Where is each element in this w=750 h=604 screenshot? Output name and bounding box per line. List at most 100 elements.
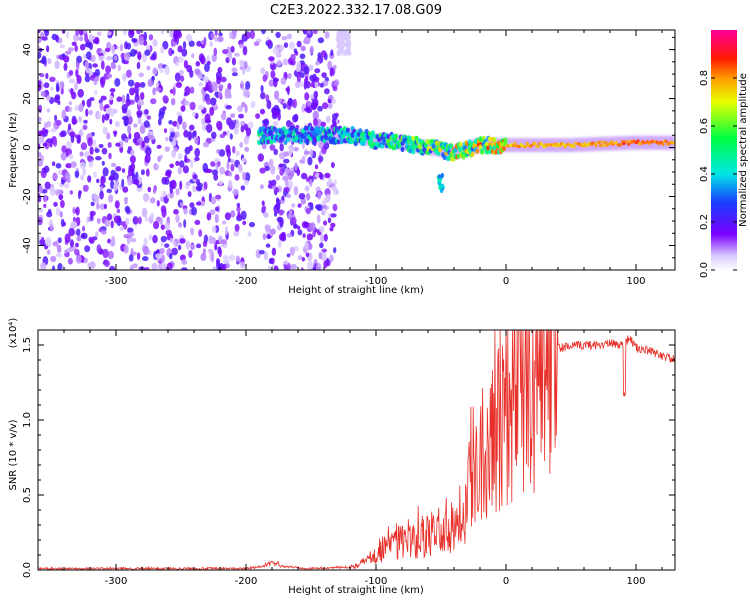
noise-speckle [169,252,173,260]
noise-speckle [272,120,279,127]
noise-speckle [217,91,223,99]
noise-speckle [233,230,240,237]
noise-speckle [52,265,56,270]
noise-speckle [234,52,240,57]
noise-speckle [40,262,47,270]
noise-speckle [317,37,325,44]
noise-speckle [264,224,271,231]
noise-speckle [324,88,330,95]
noise-speckle [94,68,101,77]
noise-speckle [200,253,207,261]
noise-speckle [232,188,239,196]
noise-speckle [240,185,246,191]
noise-speckle [117,64,122,72]
noise-speckle [314,164,319,170]
noise-speckle [333,190,337,196]
noise-speckle [134,82,141,88]
noise-speckle [82,30,87,35]
noise-speckle [59,80,63,90]
noise-speckle [236,206,241,212]
heatmap-noise [38,30,352,270]
noise-speckle [309,178,313,187]
noise-speckle [103,203,107,210]
noise-speckle [175,188,180,196]
noise-speckle [60,200,65,208]
noise-speckle [289,170,295,178]
noise-speckle [126,42,132,50]
noise-speckle [67,123,72,131]
noise-speckle [69,131,76,138]
ridge-mark [478,144,483,150]
noise-speckle [160,46,165,54]
noise-speckle [260,91,266,100]
noise-speckle [216,260,221,270]
noise-speckle [204,63,210,72]
noise-speckle [96,31,102,36]
noise-speckle [203,141,210,148]
ridge-mark [664,139,668,143]
noise-speckle [327,98,332,104]
noise-speckle [224,90,230,100]
noise-speckle [306,193,311,201]
ridge-mark [581,144,586,148]
ridge-mark [470,151,475,157]
noise-speckle [344,30,347,36]
ridge-mark [269,129,274,135]
noise-speckle [152,39,158,47]
noise-speckle [263,250,268,261]
noise-speckle [347,46,351,52]
noise-speckle [293,223,298,229]
noise-speckle [321,72,327,78]
noise-speckle [295,67,301,72]
noise-speckle [70,221,78,229]
noise-speckle [191,206,198,216]
noise-speckle [288,180,294,189]
noise-speckle [57,244,62,253]
colorbar: 0.0 0.2 0.4 0.6 0.8 Normalized spectral ampl… [699,30,749,278]
noise-speckle [87,137,93,147]
noise-speckle [160,195,164,203]
noise-speckle [323,141,330,150]
noise-speckle [170,98,176,106]
noise-speckle [57,262,63,270]
noise-speckle [231,72,238,77]
noise-speckle [174,72,181,82]
noise-speckle [248,221,256,228]
noise-speckle [108,95,114,101]
noise-speckle [191,53,195,59]
noise-speckle [50,255,57,263]
noise-speckle [72,206,76,215]
noise-speckle [212,266,217,270]
ridge-mark [439,188,444,194]
heatmap-y-ticks: -40 -20 0 20 40 [22,36,675,271]
noise-speckle [267,39,272,47]
ridge-mark [339,139,344,145]
heatmap-x-ticks: -300 -200 -100 0 100 [37,30,663,287]
noise-speckle [283,158,290,164]
noise-speckle [181,48,188,57]
noise-speckle [230,113,236,118]
colorbar-label: Normalized spectral amplitude [738,73,749,227]
noise-speckle [231,30,237,36]
noise-speckle [281,195,285,201]
noise-speckle [283,260,289,265]
noise-speckle [315,262,322,270]
noise-speckle [84,42,91,48]
noise-speckle [83,119,88,124]
noise-speckle [156,144,162,149]
noise-speckle [84,61,89,69]
ridge-mark [294,127,299,133]
noise-speckle [38,83,42,92]
noise-speckle [294,50,299,56]
noise-speckle [107,142,112,148]
noise-speckle [259,184,264,190]
ridge-mark [303,125,308,131]
noise-speckle [148,234,152,241]
noise-speckle [317,191,322,200]
noise-speckle [227,157,231,163]
ridge-mark [308,136,313,142]
noise-speckle [194,219,201,225]
noise-speckle [173,32,178,40]
noise-speckle [147,186,152,193]
noise-speckle [282,103,287,109]
